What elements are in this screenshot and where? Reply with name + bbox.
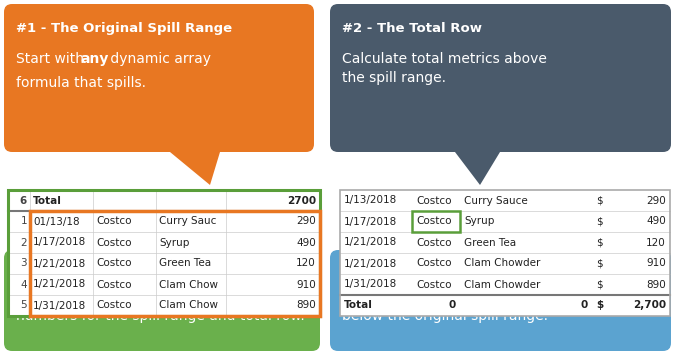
Text: Green Tea: Green Tea: [464, 237, 516, 247]
Text: Clam Chowder: Clam Chowder: [464, 279, 541, 289]
Text: formula that spills.: formula that spills.: [16, 76, 146, 90]
Text: Costco: Costco: [96, 217, 132, 226]
Text: 1/17/2018: 1/17/2018: [344, 217, 398, 226]
Polygon shape: [170, 152, 220, 185]
Bar: [8, 190, 320, 316]
Text: Start with: Start with: [16, 52, 88, 66]
Text: 1/31/2018: 1/31/2018: [344, 279, 398, 289]
Text: Costco: Costco: [96, 258, 132, 268]
Bar: [8, 190, 320, 316]
Text: 290: 290: [646, 196, 666, 206]
FancyBboxPatch shape: [4, 4, 314, 152]
Text: 1: 1: [20, 217, 27, 226]
Bar: [30, 211, 320, 316]
Text: 01/13/18: 01/13/18: [33, 217, 80, 226]
Text: 490: 490: [646, 217, 666, 226]
Text: Clam Chow: Clam Chow: [159, 300, 218, 311]
Text: 6: 6: [20, 196, 27, 206]
Text: 120: 120: [646, 237, 666, 247]
Text: 3: 3: [20, 258, 27, 268]
Text: $: $: [596, 258, 603, 268]
Text: Total: Total: [344, 300, 373, 311]
Text: 290: 290: [296, 217, 316, 226]
Text: 1/13/2018: 1/13/2018: [344, 196, 398, 206]
Text: Green Tea: Green Tea: [159, 258, 211, 268]
Text: Costco: Costco: [416, 217, 452, 226]
Text: $: $: [596, 217, 603, 226]
Text: 2: 2: [20, 237, 27, 247]
Text: Clam Chow: Clam Chow: [159, 279, 218, 289]
Text: 1/17/2018: 1/17/2018: [33, 237, 86, 247]
Text: 890: 890: [296, 300, 316, 311]
Text: 1/21/2018: 1/21/2018: [344, 237, 398, 247]
Text: 910: 910: [296, 279, 316, 289]
Text: any: any: [80, 52, 109, 66]
Text: Total: Total: [33, 196, 62, 206]
Text: 2700: 2700: [287, 196, 316, 206]
FancyBboxPatch shape: [4, 250, 320, 351]
Text: Costco: Costco: [416, 196, 452, 206]
Text: Syrup: Syrup: [464, 217, 494, 226]
Text: Curry Sauc: Curry Sauc: [159, 217, 217, 226]
FancyBboxPatch shape: [330, 250, 671, 351]
Text: 1/31/2018: 1/31/2018: [33, 300, 86, 311]
Polygon shape: [100, 220, 145, 250]
Text: Clam Chowder: Clam Chowder: [464, 258, 541, 268]
Text: Use SEQUENCE & ROWS to create row
numbers for the spill range and total row.: Use SEQUENCE & ROWS to create row number…: [16, 290, 304, 323]
Text: #4 - The Sorted Output Range: #4 - The Sorted Output Range: [342, 266, 568, 279]
Polygon shape: [455, 152, 500, 185]
Text: $: $: [596, 237, 603, 247]
Text: 2,700: 2,700: [633, 300, 666, 311]
Text: Calculate total metrics above
the spill range.: Calculate total metrics above the spill …: [342, 52, 547, 85]
Bar: [340, 190, 670, 316]
Text: 1/21/2018: 1/21/2018: [344, 258, 398, 268]
Text: 5: 5: [20, 300, 27, 311]
Text: Costco: Costco: [416, 258, 452, 268]
Text: Costco: Costco: [96, 237, 132, 247]
Text: Costco: Costco: [416, 279, 452, 289]
Text: #1 - The Original Spill Range: #1 - The Original Spill Range: [16, 22, 232, 35]
Bar: [412, 211, 460, 232]
Polygon shape: [465, 220, 510, 250]
Text: Costco: Costco: [96, 279, 132, 289]
Bar: [340, 190, 670, 316]
Text: Costco: Costco: [416, 237, 452, 247]
Text: 890: 890: [646, 279, 666, 289]
Text: Use SORTBY to put the total row
below the original spill range.: Use SORTBY to put the total row below th…: [342, 290, 565, 323]
Text: #2 - The Total Row: #2 - The Total Row: [342, 22, 482, 35]
Text: 910: 910: [646, 258, 666, 268]
FancyBboxPatch shape: [330, 4, 671, 152]
Text: Curry Sauce: Curry Sauce: [464, 196, 528, 206]
Text: dynamic array: dynamic array: [106, 52, 211, 66]
Text: 120: 120: [296, 258, 316, 268]
Text: 1/21/2018: 1/21/2018: [33, 279, 86, 289]
Text: $: $: [596, 279, 603, 289]
Text: 1/21/2018: 1/21/2018: [33, 258, 86, 268]
Text: 490: 490: [296, 237, 316, 247]
Text: 0: 0: [449, 300, 456, 311]
Text: $: $: [596, 196, 603, 206]
Text: $: $: [596, 300, 603, 311]
Text: #3 - The Index Column: #3 - The Index Column: [16, 266, 185, 279]
Text: Costco: Costco: [96, 300, 132, 311]
Text: Syrup: Syrup: [159, 237, 190, 247]
Text: 0: 0: [580, 300, 588, 311]
Text: 4: 4: [20, 279, 27, 289]
